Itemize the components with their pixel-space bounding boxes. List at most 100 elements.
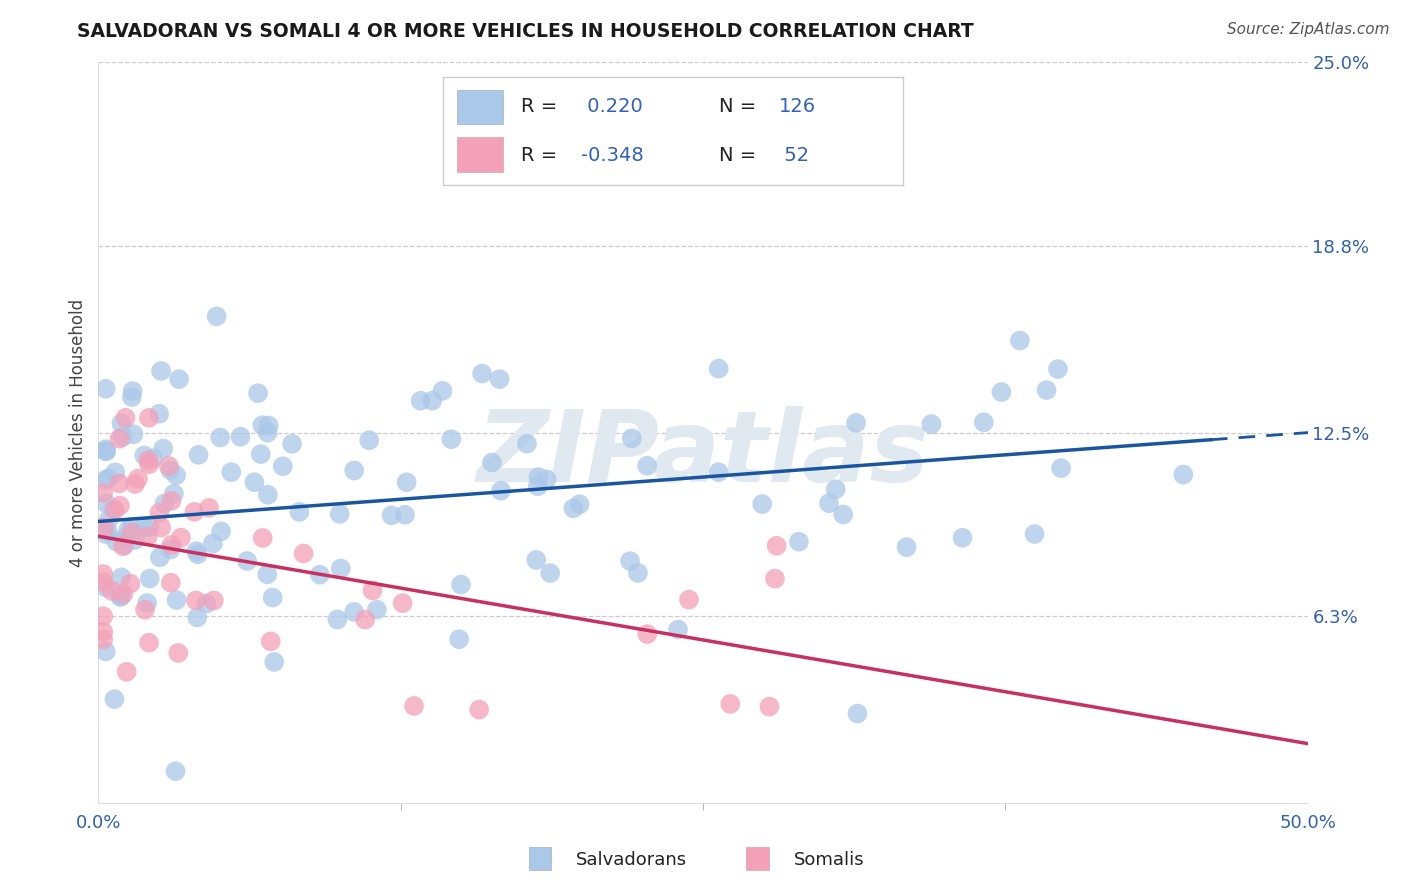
Point (94, 442, 117, 457)
Point (450, 577, 472, 591)
Point (103, 502, 125, 516)
Point (121, 525, 143, 540)
Point (260, 634, 283, 648)
Point (758, 699, 780, 714)
Point (110, 590, 132, 604)
Point (252, 418, 274, 433)
Point (97, 471, 120, 485)
Point (101, 583, 124, 598)
Point (187, 448, 209, 462)
Point (763, 572, 786, 586)
Point (148, 506, 170, 520)
Point (115, 530, 138, 544)
Point (91, 486, 114, 500)
Point (636, 458, 658, 473)
Point (468, 702, 491, 716)
Point (271, 459, 294, 474)
Point (112, 538, 135, 552)
Point (163, 487, 186, 501)
Point (973, 415, 995, 429)
Point (108, 432, 131, 446)
Point (160, 538, 183, 552)
Point (488, 372, 510, 386)
Y-axis label: 4 or more Vehicles in Household: 4 or more Vehicles in Household (69, 299, 87, 566)
Point (149, 550, 172, 565)
Point (209, 524, 232, 539)
Point (229, 430, 252, 444)
Point (262, 591, 284, 605)
Point (751, 497, 773, 511)
Point (108, 476, 131, 491)
Point (150, 520, 173, 534)
Point (526, 479, 548, 493)
Point (249, 447, 271, 461)
Point (236, 554, 259, 568)
Point (96, 496, 118, 510)
Point (111, 430, 134, 444)
Point (361, 583, 384, 598)
Point (527, 470, 550, 484)
Point (845, 416, 868, 430)
Point (395, 475, 418, 490)
Point (198, 500, 221, 515)
Point (329, 507, 352, 521)
Point (186, 544, 208, 558)
Point (1046, 362, 1069, 376)
Point (343, 463, 366, 477)
Text: ZIPatlas: ZIPatlas (477, 407, 929, 503)
Point (108, 499, 131, 513)
Point (420, 393, 443, 408)
Point (167, 646, 190, 660)
Point (136, 529, 159, 543)
Point (990, 385, 1012, 400)
Point (124, 477, 146, 491)
Point (134, 520, 156, 534)
Point (256, 425, 278, 440)
Point (97, 524, 120, 539)
Point (288, 505, 311, 519)
Point (91, 574, 114, 589)
Point (157, 458, 180, 473)
Point (394, 508, 416, 522)
Text: Source: ZipAtlas.com: Source: ZipAtlas.com (1226, 22, 1389, 37)
Point (205, 310, 228, 324)
Point (138, 410, 160, 425)
Point (432, 384, 454, 398)
Point (152, 442, 174, 456)
Point (619, 554, 641, 568)
Point (380, 508, 402, 523)
Point (165, 468, 187, 483)
Point (824, 482, 846, 496)
Point (121, 390, 143, 404)
Point (122, 427, 145, 442)
Point (489, 483, 512, 498)
Point (1050, 461, 1073, 475)
Point (707, 361, 730, 376)
Point (93, 520, 115, 534)
Point (627, 566, 650, 580)
Point (718, 697, 741, 711)
Point (94, 444, 117, 458)
Point (165, 764, 187, 779)
Point (138, 520, 160, 534)
Point (256, 567, 278, 582)
Point (117, 523, 139, 537)
Point (354, 613, 377, 627)
Point (120, 576, 142, 591)
Point (97, 514, 120, 528)
Point (1008, 334, 1031, 348)
Point (516, 436, 538, 450)
Point (666, 623, 689, 637)
Point (167, 372, 190, 386)
Point (343, 605, 366, 619)
Text: Salvadorans: Salvadorans (576, 851, 688, 869)
Text: Somalis: Somalis (793, 851, 865, 869)
Point (94, 644, 117, 658)
Point (105, 534, 128, 549)
Point (160, 493, 183, 508)
Point (136, 596, 159, 610)
Point (765, 539, 787, 553)
Point (142, 451, 165, 466)
Point (91, 567, 114, 582)
Point (846, 706, 869, 721)
